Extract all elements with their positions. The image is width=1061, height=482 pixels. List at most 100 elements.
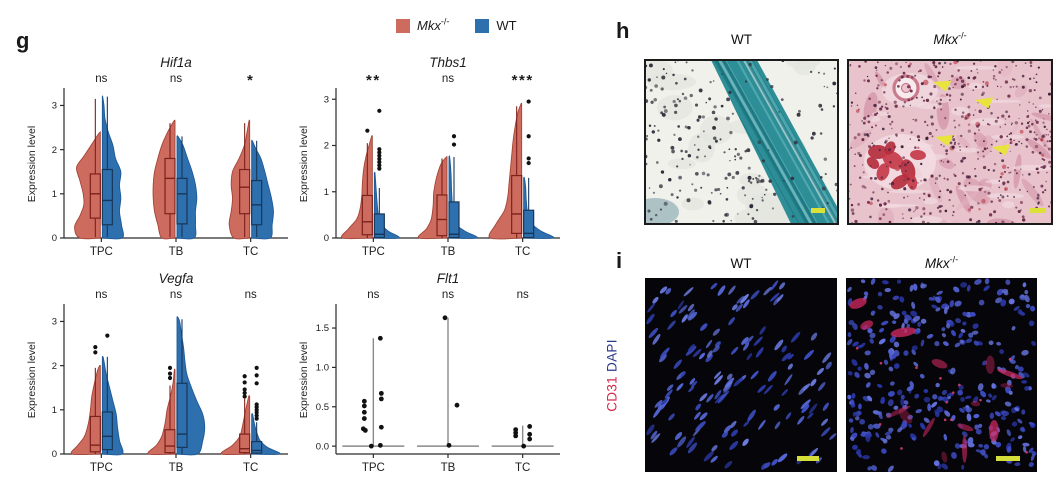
chart-title: Vegfa [159, 271, 194, 286]
legend-label-wt: WT [496, 18, 517, 33]
outlier-dot [254, 416, 259, 421]
scale-bar [996, 456, 1020, 461]
y-axis-label: Expression level [26, 342, 38, 418]
data-dot [377, 442, 383, 448]
outlier-dot [377, 160, 382, 165]
outlier-dot [105, 333, 110, 338]
chart-title: Flt1 [437, 271, 460, 286]
data-dot [377, 335, 383, 341]
data-dot [446, 442, 452, 448]
chart-title: Hif1a [160, 55, 192, 70]
outlier-dot [526, 134, 531, 139]
box [251, 179, 263, 226]
outlier-dot [254, 413, 259, 418]
outlier-dot [377, 150, 382, 155]
outlier-dot [254, 365, 259, 370]
y-axis-label: Expression level [26, 126, 38, 202]
x-tick-label: TB [441, 246, 456, 258]
data-dot [368, 443, 374, 449]
svg-text:ns: ns [442, 289, 454, 301]
box [448, 201, 460, 239]
x-tick-label: TC [243, 246, 258, 258]
outlier-dot [167, 375, 173, 381]
box [164, 157, 176, 215]
outlier-dot [242, 380, 247, 385]
box [164, 429, 176, 454]
svg-text:1: 1 [52, 405, 57, 416]
scale-bar [797, 456, 819, 461]
box [361, 194, 373, 236]
outlier-dot [167, 365, 173, 370]
outlier-dot [254, 402, 259, 407]
x-tick-label: TB [169, 462, 184, 474]
outlier-dot [93, 350, 98, 355]
box [523, 209, 535, 239]
panel-h-label: h [616, 18, 630, 43]
outlier-dot [377, 163, 382, 168]
svg-text:0.5: 0.5 [316, 402, 329, 413]
box [239, 433, 251, 454]
svg-text:3: 3 [324, 94, 329, 105]
data-dot [454, 402, 460, 408]
outlier-dot [377, 166, 382, 171]
outlier-dot [526, 156, 531, 161]
svg-text:2: 2 [324, 141, 329, 152]
h-micrograph-wt [644, 59, 839, 225]
outlier-dot [242, 374, 247, 379]
svg-text:***: *** [512, 72, 534, 89]
scale-bar [811, 208, 825, 213]
box [89, 415, 101, 453]
svg-text:3: 3 [52, 101, 57, 112]
i-micrograph-wt [645, 278, 837, 472]
outlier-dot [377, 108, 382, 113]
arrowhead-annotation [933, 80, 952, 92]
box [101, 411, 113, 451]
data-dot [361, 416, 367, 421]
data-dot [378, 424, 384, 430]
svg-text:ns: ns [245, 289, 257, 301]
data-dot [361, 398, 367, 404]
svg-text:1: 1 [52, 189, 57, 200]
chart-flt1: Flt1 Expression level 0.0 0.5 1.0 1.5 TPC ns TB n… [298, 271, 560, 474]
outlier-dot [93, 344, 98, 350]
i-col-title-mkx: Mkx-/- [924, 254, 959, 271]
outlier-dot [242, 387, 247, 392]
outlier-dot [242, 390, 247, 396]
svg-text:2: 2 [52, 361, 57, 372]
outlier-dot [451, 142, 457, 147]
chart-hif1a: Hif1a Expression level 0 1 2 3 TPC ns TB ns TC * [26, 55, 288, 258]
x-tick-label: TPC [362, 462, 385, 474]
panel-g-label: g [16, 28, 30, 53]
box [436, 194, 448, 237]
svg-text:1: 1 [324, 187, 329, 198]
svg-text:3: 3 [52, 317, 57, 328]
data-dot [527, 436, 533, 442]
chart-thbs1: Thbs1 Expression level 0 1 2 3 TPC ** TB ns TC *** [298, 55, 560, 258]
svg-text:ns: ns [517, 289, 529, 301]
data-dot [361, 403, 367, 409]
dapi-label: DAPI [604, 339, 620, 372]
outlier-dot [526, 99, 531, 104]
box [251, 441, 263, 454]
legend-swatch-wt [475, 18, 490, 33]
svg-text:1.0: 1.0 [316, 363, 329, 374]
svg-text:0: 0 [52, 449, 57, 460]
box [89, 173, 101, 219]
data-dot [527, 431, 533, 437]
outlier-dot [377, 153, 382, 158]
box [239, 168, 251, 215]
legend-item-wt: WT [475, 18, 517, 33]
outlier-dot [167, 371, 173, 376]
data-dot [527, 424, 533, 429]
h-col-title-mkx: Mkx-/- [933, 30, 967, 47]
arrowhead-annotation [975, 97, 994, 109]
x-tick-label: TB [169, 246, 184, 258]
data-dot [442, 315, 448, 321]
data-dot [378, 390, 384, 396]
outlier-dot [526, 160, 531, 166]
outlier-dot [377, 147, 382, 152]
data-dot [521, 443, 527, 449]
x-tick-label: TC [243, 462, 258, 474]
legend-swatch-mkx [396, 18, 410, 33]
